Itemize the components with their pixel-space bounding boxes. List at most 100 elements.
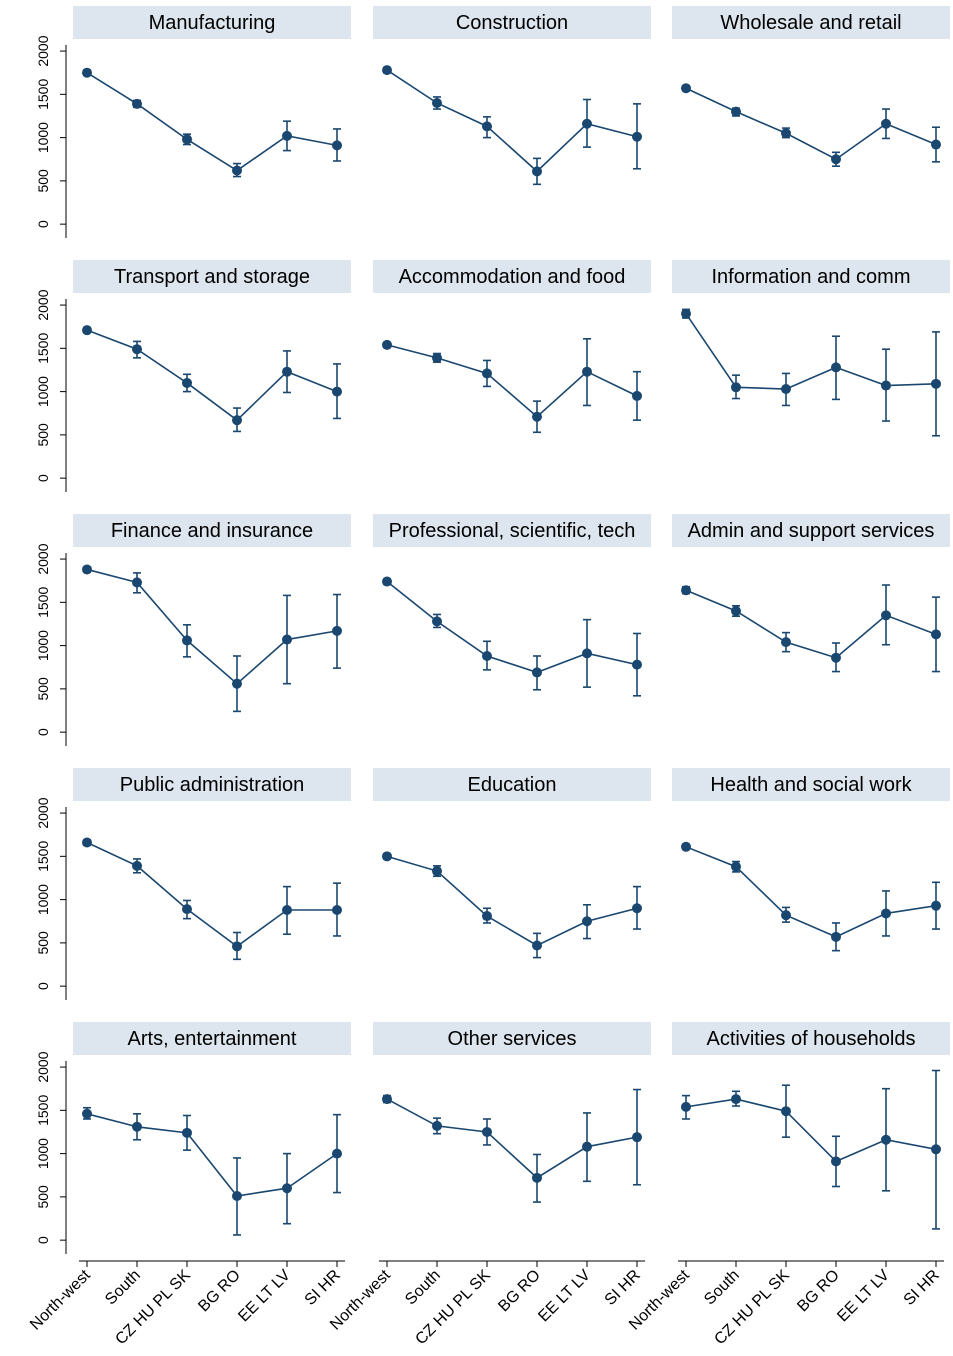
panel-header [373,768,651,801]
y-tick-label: 500 [35,169,51,193]
panel-header [672,768,950,801]
point [332,1148,342,1159]
panel-title: Wholesale and retail [720,12,901,34]
series-line [386,344,638,418]
panel-header [373,514,651,547]
point [432,866,442,877]
point [432,616,442,627]
panel-title: Health and social work [710,774,912,796]
y-tick-label: 2000 [35,289,51,320]
point [82,1108,92,1119]
point [132,344,142,355]
point [182,1127,192,1138]
panel-header [73,260,351,293]
y-tick-label: 1500 [35,1095,51,1126]
panel-title: Admin and support services [688,520,935,542]
point [382,851,392,862]
x-tick-label: BG RO [495,1267,543,1315]
point [632,1132,642,1143]
x-tick-label: South [402,1267,444,1309]
series-line [685,313,937,390]
y-tick-label: 0 [35,220,51,228]
point [831,1156,841,1167]
panel-title: Activities of households [706,1028,915,1050]
point [182,377,192,388]
point [132,98,142,109]
point [931,900,941,911]
point [831,362,841,373]
y-tick-label: 2000 [35,543,51,574]
point [532,166,542,177]
point [432,1120,442,1131]
point [532,411,542,422]
point [582,118,592,129]
series-line [386,855,638,947]
point [931,629,941,640]
panel-header [73,768,351,801]
point [382,1094,392,1105]
series-line [86,329,338,422]
panel-title: Information and comm [712,266,911,288]
point [132,577,142,588]
x-tick-label: EE LT LV [834,1267,893,1326]
panel-header [672,6,950,39]
point [632,131,642,142]
series-line [386,1098,638,1179]
point [232,678,242,689]
series-line [685,1098,937,1163]
point [881,1134,891,1145]
point [382,65,392,76]
point [132,860,142,871]
y-tick-label: 0 [35,728,51,736]
point [582,1141,592,1152]
y-tick-label: 1500 [35,79,51,110]
x-tick-label: SI HR [901,1267,943,1309]
panel-title: Transport and storage [114,266,310,288]
point [382,339,392,350]
point [482,650,492,661]
x-tick-label: EE LT LV [235,1267,294,1326]
x-tick-label: EE LT LV [535,1267,594,1326]
y-tick-label: 500 [35,423,51,447]
y-tick-label: 2000 [35,35,51,66]
y-tick-label: 500 [35,1185,51,1209]
point [582,366,592,377]
point [731,382,741,393]
point [681,841,691,852]
panel-header [672,260,950,293]
point [182,134,192,145]
point [232,1191,242,1202]
point [582,648,592,659]
panel-header [373,260,651,293]
x-tick-label: North-west [27,1266,94,1333]
panel-title: Manufacturing [149,12,276,34]
point [681,308,691,319]
x-tick-label: South [701,1267,743,1309]
point [831,652,841,663]
point [332,386,342,397]
series-line [386,69,638,173]
y-tick-label: 1500 [35,841,51,872]
point [82,564,92,575]
point [731,861,741,872]
y-tick-label: 1000 [35,1138,51,1169]
point [681,585,691,596]
point [182,904,192,915]
point [182,635,192,646]
series-line [685,589,937,659]
point [482,911,492,922]
point [681,1101,691,1112]
series-line [386,580,638,674]
point [731,1094,741,1105]
point [881,380,891,391]
point [432,97,442,108]
panel-title: Education [468,774,557,796]
y-tick-label: 2000 [35,1051,51,1082]
point [781,128,791,139]
point [831,154,841,165]
point [781,637,791,648]
point [82,67,92,78]
point [232,941,242,952]
point [282,634,292,645]
y-tick-label: 0 [35,1236,51,1244]
